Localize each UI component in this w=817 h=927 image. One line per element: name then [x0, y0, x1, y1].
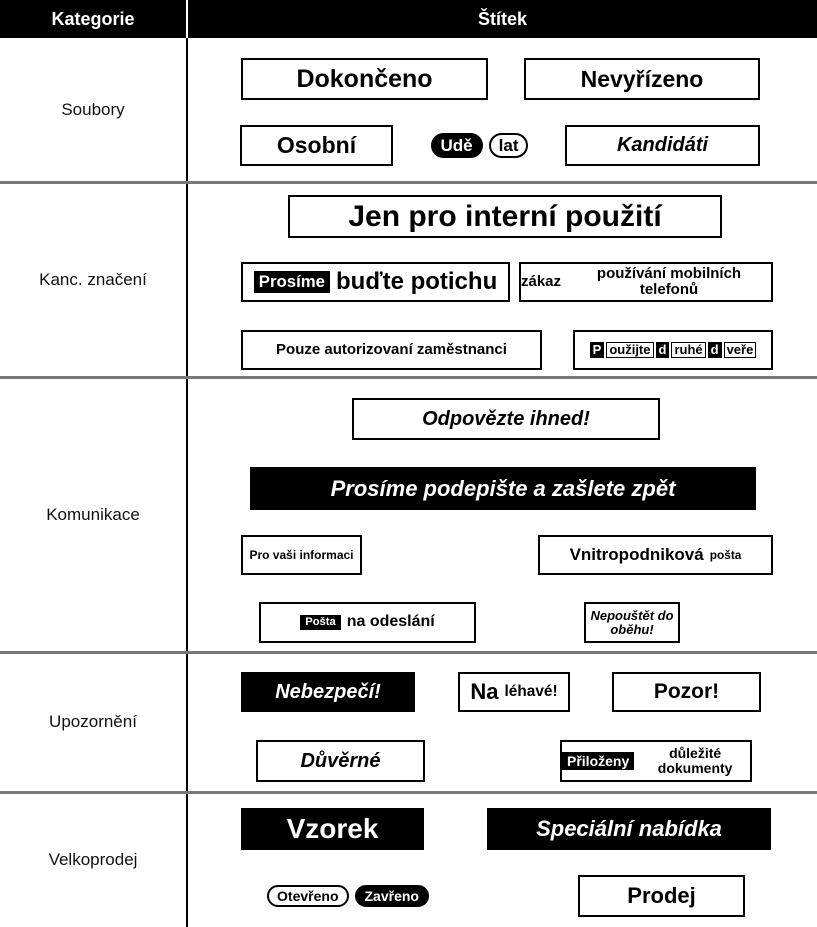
label-sample: Prodej: [578, 875, 745, 917]
label-sample: Vnitropodniková pošta: [538, 535, 773, 575]
label-text: Důvěrné: [300, 749, 381, 772]
label-sample: zákaz používání mobilních telefonů: [519, 262, 773, 302]
label-sample: Důvěrné: [256, 740, 425, 782]
label-sample: Dokončeno: [241, 58, 488, 100]
label-sample: Pozor!: [612, 672, 761, 712]
label-sample: Pouze autorizovaní zaměstnanci: [241, 330, 542, 370]
row-separator: [0, 376, 817, 379]
label-sample: Přiloženy důležité dokumenty: [560, 740, 752, 782]
label-text: Osobní: [276, 132, 357, 159]
label-text: Přiloženy: [562, 751, 635, 771]
header-cell: Kategorie: [0, 0, 186, 38]
label-sample: Osobní: [240, 125, 393, 166]
label-sample: Nebezpečí!: [241, 672, 415, 712]
label-text: oužijte: [606, 342, 654, 358]
label-text: pošta: [709, 547, 742, 562]
label-text: důležité dokumenty: [657, 745, 733, 776]
row-separator: [0, 651, 817, 654]
label-text: Speciální nabídka: [536, 816, 722, 842]
label-sample: Nevyřízeno: [524, 58, 760, 100]
label-text: Nevyřízeno: [580, 65, 704, 92]
label-text: Pošta: [300, 614, 341, 631]
label-sample: Na léhavé!: [458, 672, 570, 712]
label-sample: Pro vaši informaci: [241, 535, 362, 575]
header-divider: [186, 0, 188, 38]
label-text: Prodej: [627, 883, 696, 909]
label-text: buďte potichu: [336, 268, 498, 296]
label-text: Jen pro interní použití: [348, 199, 662, 233]
label-sample: Kandidáti: [565, 125, 760, 166]
category-cell: Upozornění: [49, 712, 137, 731]
label-text: d: [707, 342, 722, 358]
label-text: Otevřeno: [267, 884, 349, 908]
label-text: Pro vaši informaci: [249, 547, 354, 562]
category-cell: Kanc. značení: [39, 269, 147, 289]
label-text: Nepouštět do oběhu!: [590, 607, 674, 637]
label-text: Pouze autorizovaní zaměstnanci: [276, 341, 507, 359]
label-text: léhavé!: [504, 682, 558, 700]
label-text: Udě: [430, 132, 483, 159]
label-text: Vzorek: [286, 813, 379, 845]
label-text: Nebezpečí!: [275, 680, 381, 703]
label-text: d: [655, 342, 670, 358]
label-sample: Nepouštět do oběhu!: [584, 602, 680, 643]
category-cell: Komunikace: [46, 504, 140, 524]
row-separator: [0, 181, 817, 184]
label-text: Vnitropodniková: [569, 545, 704, 565]
label-text: veře: [723, 342, 757, 358]
label-text: používání mobilních telefonů: [596, 265, 742, 298]
category-cell: Velkoprodej: [48, 849, 138, 869]
label-sample: Udě lat: [419, 125, 540, 166]
label-sample: Speciální nabídka: [487, 808, 771, 850]
label-text: zákaz: [521, 273, 562, 291]
column-divider: [186, 38, 188, 927]
label-text: na odeslání: [346, 613, 435, 631]
label-sample: Odpovězte ihned!: [352, 398, 660, 440]
label-sample: Jen pro interní použití: [288, 195, 722, 238]
label-sample: Prosíme buďte potichu: [241, 262, 510, 302]
label-text: P: [589, 342, 605, 358]
header-cell: Štítek: [188, 0, 817, 38]
category-cell: Soubory: [61, 100, 125, 119]
label-sample: Pošta na odeslání: [259, 602, 476, 643]
label-text: ruhé: [671, 342, 706, 358]
label-sample: Otevřeno Zavřeno: [241, 875, 455, 917]
label-sample: Vzorek: [241, 808, 424, 850]
label-text: Prosíme podepište a zašlete zpět: [330, 475, 676, 501]
label-text: Na: [470, 679, 499, 705]
label-text: Zavřeno: [354, 884, 429, 908]
label-text: Odpovězte ihned!: [422, 407, 590, 430]
label-text: Pozor!: [653, 679, 720, 703]
label-text: lat: [488, 132, 529, 159]
label-text: Kandidáti: [616, 134, 709, 156]
row-separator: [0, 791, 817, 794]
label-text: Prosíme: [253, 271, 330, 293]
label-text: Dokončeno: [296, 64, 433, 93]
label-sample: Prosíme podepište a zašlete zpět: [250, 467, 756, 510]
